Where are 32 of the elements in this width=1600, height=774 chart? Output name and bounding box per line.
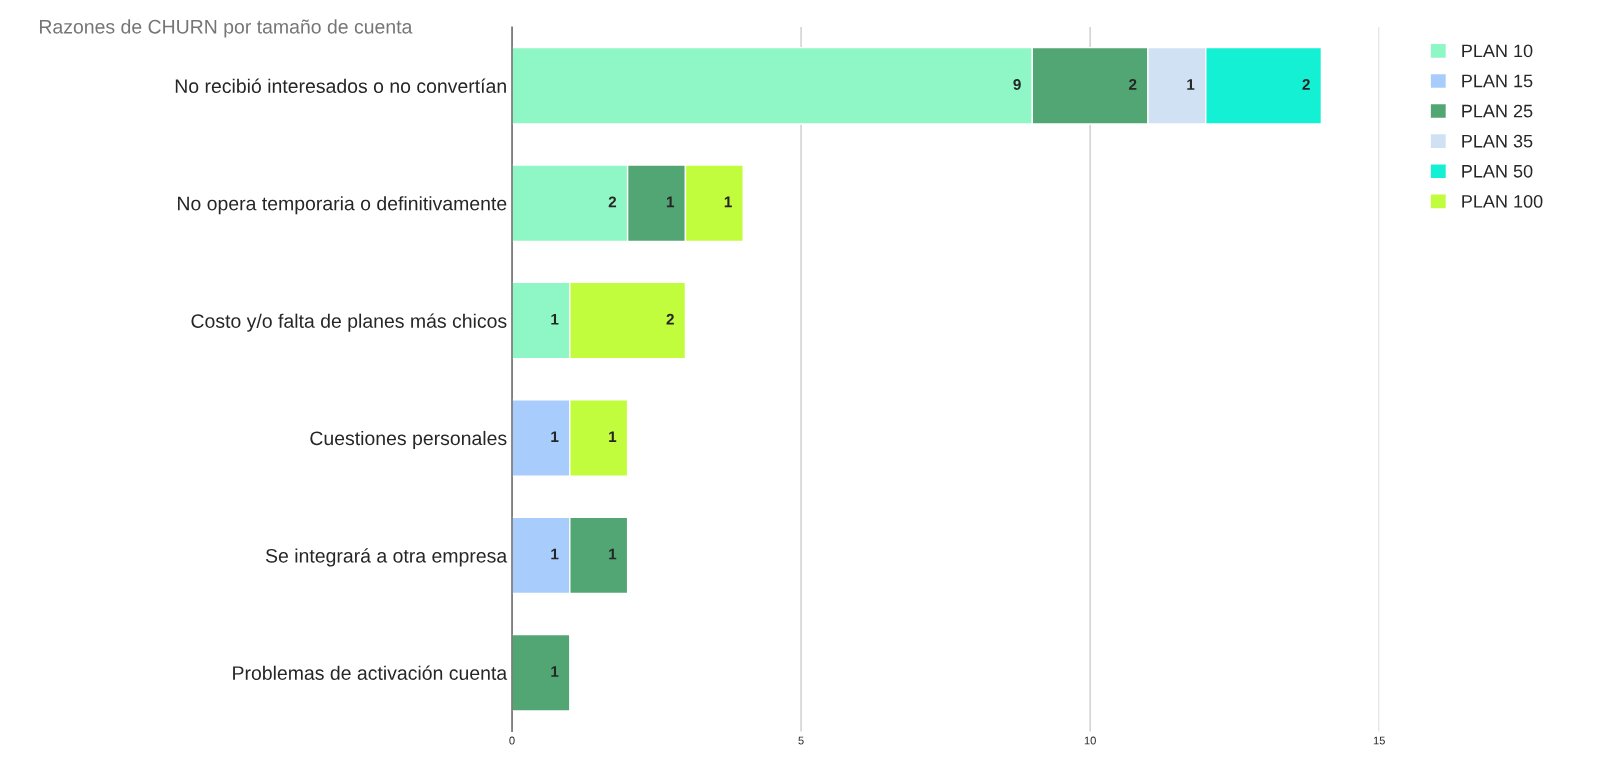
data-label: 1 [551,431,559,442]
x-tick-label: 15 [1373,736,1385,745]
data-label: 1 [551,548,559,560]
y-tick-label: Se integrará a otra empresa [265,548,508,567]
legend-label: PLAN 15 [1462,74,1533,88]
data-label: 2 [1129,79,1137,90]
legend-label: PLAN 35 [1462,134,1533,148]
data-label: 9 [1013,79,1021,90]
y-tick-label: Cuestiones personales [310,430,507,450]
data-label: 1 [724,196,732,208]
y-tick-label: No opera temporaria o definitivamente [178,196,507,215]
data-label: 1 [666,196,675,208]
data-label: 1 [1187,79,1195,90]
data-label: 2 [1302,79,1310,90]
legend-label: PLAN 10 [1462,44,1533,58]
legend-label: PLAN 50 [1462,164,1533,178]
x-tick-label: 0 [509,736,515,745]
data-label: 1 [609,431,617,442]
y-tick-label: Problemas de activación cuenta [233,665,508,680]
x-tick-label: 10 [1084,736,1096,745]
legend-label: PLAN 25 [1462,104,1533,118]
data-label: 2 [666,313,674,325]
bar [512,633,571,712]
x-tick-label: 5 [798,736,804,745]
data-label: 1 [551,666,559,677]
legend-label: PLAN 100 [1462,194,1543,208]
y-tick-label: No recibió interesados o no convertían [175,78,506,94]
data-label: 1 [609,548,617,560]
text: Razones de CHURN por tamaño de cuenta [40,19,413,38]
data-label: 2 [608,196,617,208]
data-label: 1 [551,314,559,325]
y-tick-label: Costo y/o falta de planes más chicos [191,313,507,332]
